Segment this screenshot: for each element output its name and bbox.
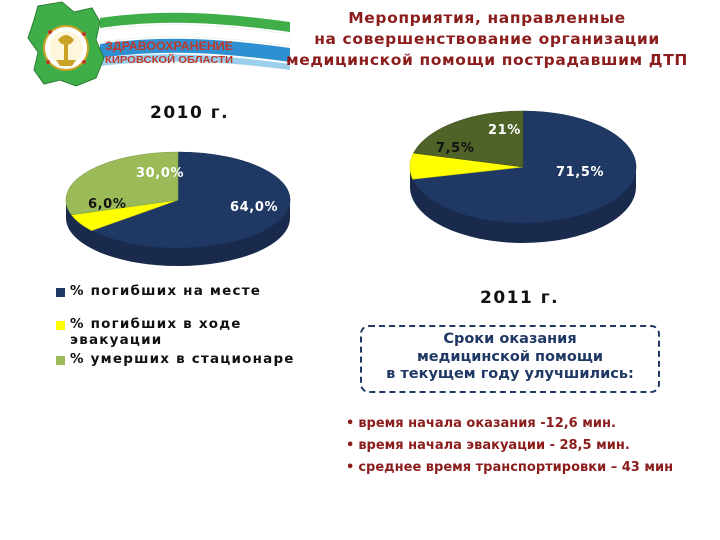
pie-chart-0: 64,0% 6,0% 30,0% xyxy=(65,151,291,266)
legend-swatch xyxy=(56,356,65,365)
info-line3: в текущем году улучшились: xyxy=(386,366,634,382)
legend-swatch xyxy=(56,321,65,330)
emblem-icon xyxy=(43,25,89,71)
pie-slice xyxy=(412,110,637,224)
info-box: Сроки оказания медицинской помощи в теку… xyxy=(360,325,660,393)
bullet-dot-icon: • xyxy=(346,460,355,475)
title-line3: медицинской помощи пострадавшим ДТП xyxy=(286,51,688,69)
bullet-text: среднее время транспортировки – 43 мин xyxy=(358,460,674,475)
bullet-dot-icon: • xyxy=(346,438,355,453)
title-line2: на совершенствование организации xyxy=(314,30,660,48)
pie-slice xyxy=(413,110,524,168)
pie-data-label: 6,0% xyxy=(88,197,126,212)
header-banner: ЗДРАВООХРАНЕНИЕ КИРОВСКОЙ ОБЛАСТИ xyxy=(27,1,291,87)
pie-data-label: 30,0% xyxy=(136,166,184,181)
pie-slice xyxy=(65,151,179,216)
info-line1: Сроки оказания xyxy=(443,331,577,347)
slide-title: Мероприятия, направленные на совершенств… xyxy=(262,8,712,71)
logo-line1: ЗДРАВООХРАНЕНИЕ xyxy=(105,41,233,53)
info-line2: медицинской помощи xyxy=(416,348,604,365)
pie-charts: 64,0% 6,0% 30,0% 71,5% 7,5% 21% xyxy=(65,110,637,266)
bullet-item: • время начала оказания -12,6 мин. xyxy=(346,415,676,432)
logo-line2: КИРОВСКОЙ ОБЛАСТИ xyxy=(105,53,233,66)
pie-data-label: 64,0% xyxy=(230,200,278,215)
flag-ribbon xyxy=(99,12,291,70)
legend-item: % погибших на месте xyxy=(56,283,346,299)
bullet-item: • время начала эвакуации - 28,5 мин. xyxy=(346,437,676,454)
bullet-text: время начала оказания -12,6 мин. xyxy=(358,416,616,431)
pie-chart-1: 71,5% 7,5% 21% xyxy=(409,110,637,243)
bullet-text: время начала эвакуации - 28,5 мин. xyxy=(358,438,630,453)
legend-label: % умерших в стационаре xyxy=(70,351,295,367)
legend-label: % погибших в ходе эвакуации xyxy=(70,316,242,348)
legend-label: % погибших на месте xyxy=(70,283,262,299)
bullet-dot-icon: • xyxy=(346,416,355,431)
legend-item: % умерших в стационаре xyxy=(56,351,346,367)
pie-data-label: 7,5% xyxy=(436,141,474,156)
bullet-list: • время начала оказания -12,6 мин. • время… xyxy=(346,415,676,481)
chart-legend: % погибших на месте % погибших в ходе эв… xyxy=(56,283,346,370)
bullet-item: • среднее время транспортировки – 43 мин xyxy=(346,459,676,476)
legend-swatch xyxy=(56,288,65,297)
pie-data-label: 71,5% xyxy=(556,165,604,180)
chart-title-2011: 2011 г. xyxy=(480,288,560,308)
chart-title-2010: 2010 г. xyxy=(150,103,230,123)
pie-slice xyxy=(90,151,291,249)
title-line1: Мероприятия, направленные xyxy=(348,9,626,27)
legend-item: % погибших в ходе эвакуации xyxy=(56,316,346,348)
pie-data-label: 21% xyxy=(488,123,521,138)
